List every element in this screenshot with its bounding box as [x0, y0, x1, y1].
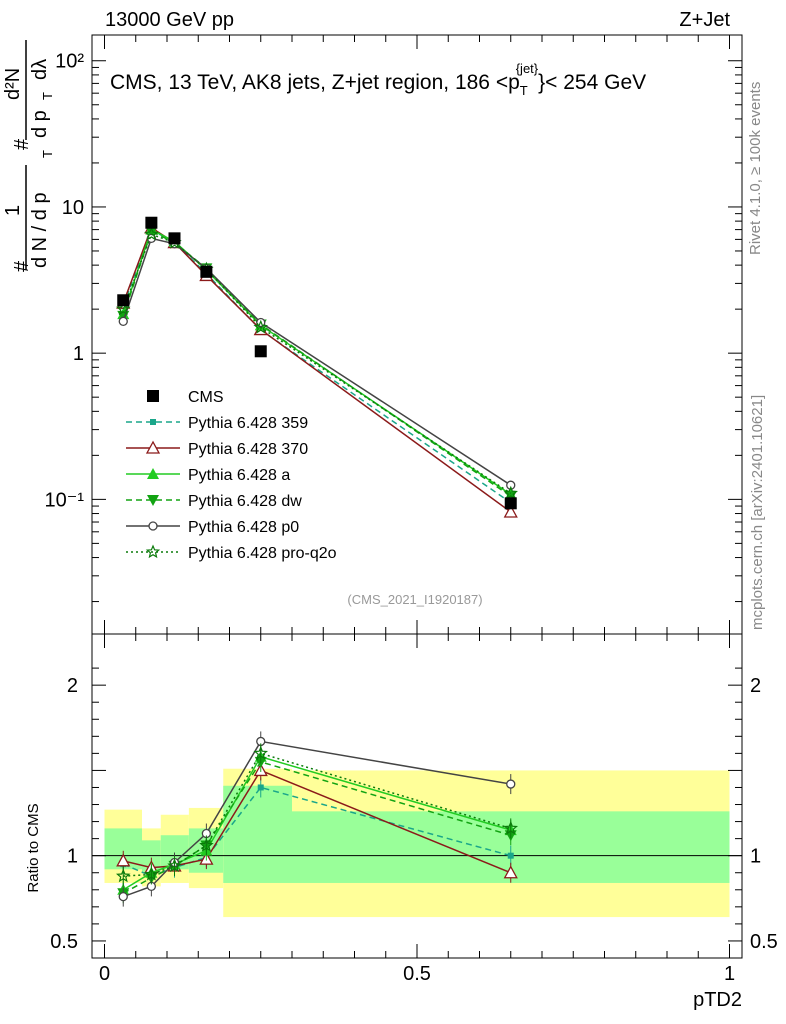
ratio-y-axis-label: Ratio to CMS — [25, 803, 42, 892]
legend-label: Pythia 6.428 pro-q2o — [188, 545, 337, 562]
ylabel-dn-dpt: d N / d p — [29, 192, 51, 268]
mcplots-label: mcplots.cern.ch [arXiv:2401.10621] — [749, 395, 766, 630]
ratio-y-tick-label-left: 1 — [67, 846, 78, 868]
ylabel-one: 1 — [2, 205, 24, 216]
cms-data-point — [504, 497, 517, 510]
ratio-series-point — [115, 868, 131, 883]
legend-label: Pythia 6.428 dw — [188, 493, 302, 510]
main-series-point — [115, 301, 131, 316]
ylabel-dpt-dlambda: d p — [29, 110, 51, 138]
ratio-series-point — [118, 891, 128, 902]
cms-data-point — [168, 232, 181, 245]
title-main-text: CMS, 13 TeV, AK8 jets, Z+jet region, 186… — [110, 71, 520, 94]
main-y-axis-label: # 1 d N / d p T # d p T dλ d²N — [2, 40, 55, 272]
main-y-tick-label: 10 — [62, 197, 84, 219]
legend-marker — [150, 419, 156, 425]
cms-data-point — [200, 265, 213, 278]
ratio-band-inner — [142, 840, 161, 873]
ratio-band-inner — [223, 785, 292, 883]
legend-marker — [147, 468, 159, 479]
ratio-y-tick-label-left: 0.5 — [50, 931, 78, 953]
main-series-point — [145, 226, 158, 238]
ratio-y-tick-label-right: 0.5 — [750, 931, 778, 953]
x-tick-label: 0 — [99, 963, 110, 985]
ylabel-sub-t-1: T — [40, 150, 55, 158]
main-series-point — [506, 480, 516, 490]
ratio-series-point — [257, 784, 264, 791]
ratio-series-point — [144, 866, 159, 881]
x-axis-label: pTD2 — [693, 989, 742, 1011]
legend-marker — [145, 440, 161, 454]
header-right-label: Z+Jet — [679, 9, 730, 31]
main-series-point — [503, 504, 518, 518]
legend-marker — [147, 390, 159, 402]
ylabel-sub-t-2: T — [40, 92, 55, 100]
title-superscript-jet: {jet} — [516, 61, 539, 76]
x-tick-label: 0.5 — [403, 963, 431, 985]
ylabel-hash-2: # — [11, 138, 33, 150]
cms-data-point — [117, 294, 130, 307]
legend-label: Pythia 6.428 a — [188, 467, 290, 484]
legend-label: Pythia 6.428 p0 — [188, 519, 299, 536]
ratio-series-point — [116, 853, 131, 867]
cms-data-point — [145, 216, 158, 229]
ylabel-d2n: d²N — [2, 68, 24, 100]
title-subscript-t: T — [520, 83, 528, 98]
main-series-line — [122, 228, 512, 504]
main-series-line — [122, 230, 512, 497]
ylabel-dlambda: dλ — [29, 59, 51, 80]
legend-label: Pythia 6.428 370 — [188, 441, 308, 458]
ratio-series-line — [123, 769, 512, 874]
legend-label: Pythia 6.428 359 — [188, 415, 308, 432]
main-title: CMS, 13 TeV, AK8 jets, Z+jet region, 186… — [110, 61, 646, 98]
main-y-tick-label: 10⁻¹ — [45, 489, 85, 511]
ratio-series-point — [506, 779, 516, 789]
title-tail-text: }< 254 GeV — [538, 71, 646, 94]
main-y-tick-label: 1 — [73, 343, 84, 365]
legend-label: CMS — [188, 389, 224, 406]
header-left-label: 13000 GeV pp — [105, 9, 234, 31]
main-series-line — [122, 233, 512, 494]
ratio-y-tick-label-right: 1 — [750, 846, 761, 868]
analysis-watermark: (CMS_2021_I1920187) — [347, 592, 482, 607]
ratio-series-line — [122, 740, 511, 898]
ratio-series-point — [167, 858, 182, 873]
ratio-series-point — [253, 745, 269, 760]
cms-data-point — [254, 345, 267, 358]
ratio-y-tick-label-left: 2 — [67, 675, 78, 697]
ratio-series-point — [199, 837, 214, 852]
main-series-point — [146, 233, 157, 243]
ratio-panel: 0.5 0.5 1 1 2 2 0 0.5 1 — [50, 633, 778, 985]
ylabel-hash-1: # — [11, 260, 33, 272]
main-panel: 10⁻¹ 1 10 10² — [45, 34, 743, 635]
legend-marker — [145, 544, 161, 559]
ratio-series-point — [503, 820, 519, 835]
ratio-y-tick-label-right: 2 — [750, 675, 761, 697]
main-series-point — [503, 485, 518, 500]
main-series-point — [118, 316, 128, 327]
ratio-series-point — [503, 865, 518, 879]
legend: CMS Pythia 6.428 359 Pythia 6.428 370 Pythi… — [126, 389, 337, 562]
main-series-line — [122, 237, 512, 486]
legend-marker — [147, 495, 159, 506]
main-series-point — [253, 319, 269, 334]
main-series-line — [122, 226, 512, 513]
x-tick-label: 1 — [724, 963, 735, 985]
legend-marker — [148, 521, 158, 531]
ratio-series-line — [123, 752, 511, 877]
main-y-tick-label: 10² — [55, 51, 84, 73]
rivet-version-label: Rivet 4.1.0, ≥ 100k events — [747, 82, 764, 255]
ratio-series-point — [507, 852, 514, 859]
main-series-point — [144, 226, 159, 241]
